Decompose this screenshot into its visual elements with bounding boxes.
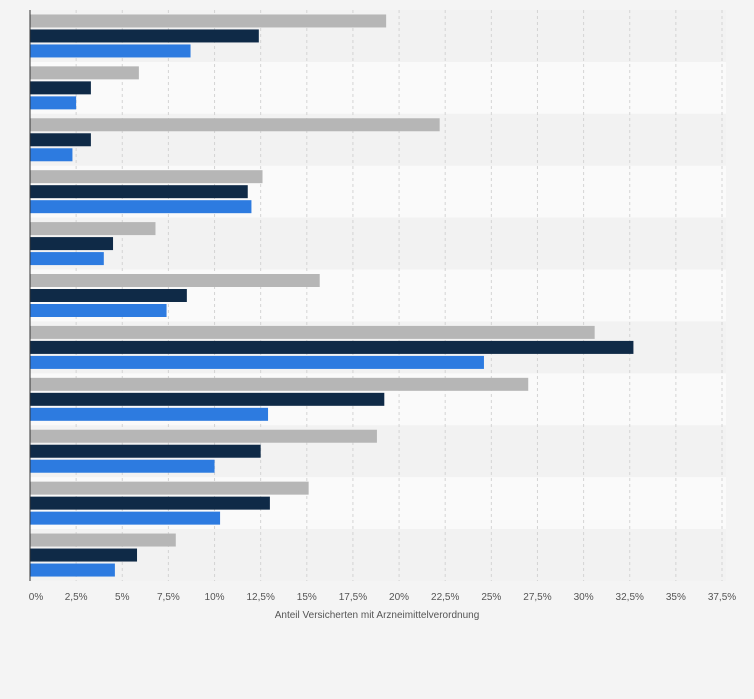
- bar[interactable]: [30, 563, 115, 577]
- bar[interactable]: [30, 548, 138, 562]
- x-tick-label: 10%: [205, 592, 225, 603]
- bar[interactable]: [30, 252, 104, 266]
- bar[interactable]: [30, 274, 320, 287]
- x-tick-label: 27,5%: [523, 592, 551, 603]
- bar[interactable]: [30, 66, 139, 80]
- x-tick-label: 25%: [481, 592, 501, 603]
- bar[interactable]: [30, 496, 270, 510]
- bar[interactable]: [30, 170, 263, 184]
- bar[interactable]: [30, 118, 440, 132]
- x-tick-labels: 0% 2,5% 5% 7,5% 10% 12,5% 15% 17,5% 20% 22,5% 25% 2…: [29, 592, 737, 603]
- bar[interactable]: [30, 222, 156, 236]
- bar[interactable]: [30, 533, 176, 547]
- bar[interactable]: [30, 237, 114, 251]
- x-tick-label: 15%: [297, 592, 317, 603]
- bar[interactable]: [30, 511, 221, 525]
- bar[interactable]: [30, 325, 595, 339]
- x-tick-label: 30%: [574, 592, 594, 603]
- x-tick-label: 32,5%: [616, 592, 644, 603]
- x-tick-label: 5%: [115, 592, 130, 603]
- bars: [30, 14, 634, 577]
- bar[interactable]: [30, 377, 529, 391]
- bar[interactable]: [30, 429, 377, 443]
- category-band: [30, 61, 726, 114]
- bar[interactable]: [30, 185, 248, 199]
- x-tick-label: 7,5%: [157, 592, 180, 603]
- bar[interactable]: [30, 148, 73, 162]
- x-tick-label: 2,5%: [65, 592, 88, 603]
- bar[interactable]: [30, 96, 77, 110]
- bar[interactable]: [30, 29, 259, 43]
- x-tick-label: 17,5%: [339, 592, 367, 603]
- bar[interactable]: [30, 481, 309, 495]
- bar[interactable]: [30, 304, 167, 317]
- bar[interactable]: [30, 340, 634, 354]
- bar[interactable]: [30, 133, 91, 147]
- bar[interactable]: [30, 459, 215, 473]
- bar[interactable]: [30, 289, 187, 302]
- bar[interactable]: [30, 444, 261, 458]
- bar[interactable]: [30, 14, 387, 28]
- bar[interactable]: [30, 407, 269, 421]
- x-tick-label: 37,5%: [708, 592, 736, 603]
- x-tick-label: 12,5%: [246, 592, 274, 603]
- x-axis-title: Anteil Versicherten mit Arzneimittelvero…: [275, 610, 480, 621]
- bar[interactable]: [30, 355, 484, 369]
- x-tick-label: 0%: [29, 592, 44, 603]
- x-tick-label: 22,5%: [431, 592, 459, 603]
- bar[interactable]: [30, 392, 385, 406]
- bar[interactable]: [30, 81, 91, 95]
- x-tick-label: 35%: [666, 592, 686, 603]
- bar[interactable]: [30, 200, 252, 214]
- bar[interactable]: [30, 44, 191, 58]
- x-tick-label: 20%: [389, 592, 409, 603]
